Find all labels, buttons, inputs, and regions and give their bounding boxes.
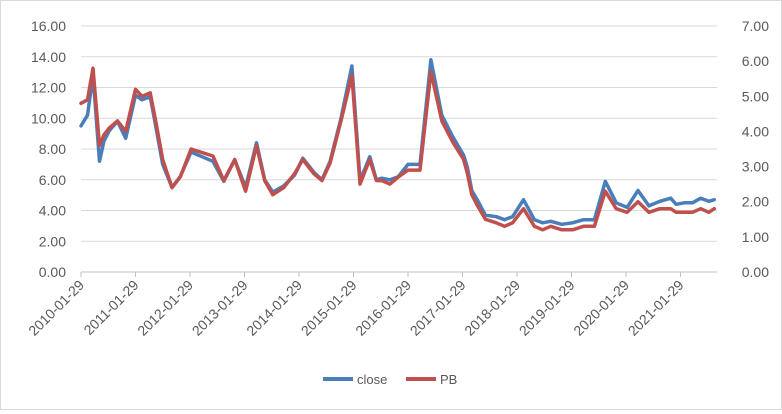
- y-right-tick-label: 6.00: [742, 53, 769, 69]
- y-axis-right-ticks: 0.00 1.00 2.00 3.00 4.00 5.00 6.00 7.00: [742, 18, 769, 280]
- y-left-tick-label: 16.00: [31, 18, 66, 34]
- y-right-tick-label: 1.00: [742, 229, 769, 245]
- y-right-tick-label: 0.00: [742, 264, 769, 280]
- x-tick-label: 2020-01-29: [570, 277, 632, 339]
- y-right-tick-label: 7.00: [742, 18, 769, 34]
- y-left-tick-label: 12.00: [31, 80, 66, 96]
- series-line-close: [79, 58, 717, 227]
- x-tick-label: 2011-01-29: [80, 277, 141, 338]
- x-tick-label: 2018-01-29: [461, 277, 523, 339]
- axes: [80, 271, 717, 277]
- series-line-pb: [79, 66, 717, 232]
- y-left-tick-label: 6.00: [39, 172, 66, 188]
- y-left-tick-label: 4.00: [39, 203, 66, 219]
- x-tick-label: 2019-01-29: [516, 277, 578, 339]
- y-left-tick-label: 2.00: [39, 233, 66, 249]
- x-tick-label: 2015-01-29: [298, 277, 360, 339]
- y-left-tick-label: 0.00: [39, 264, 66, 280]
- y-right-tick-label: 2.00: [742, 194, 769, 210]
- x-tick-label: 2021-01-29: [625, 277, 687, 339]
- x-tick-label: 2014-01-29: [243, 277, 305, 339]
- y-axis-left-ticks: 0.00 2.00 4.00 6.00 8.00 10.00 12.00 14.00 16.00: [31, 18, 66, 280]
- y-left-tick-label: 10.00: [31, 110, 66, 126]
- y-right-tick-label: 5.00: [742, 88, 769, 104]
- y-left-tick-label: 8.00: [39, 141, 66, 157]
- x-tick-label: 2016-01-29: [352, 277, 414, 339]
- y-right-tick-label: 3.00: [742, 159, 769, 175]
- x-axis-ticks: 2010-01-292011-01-292012-01-292013-01-29…: [25, 277, 687, 339]
- x-tick-label: 2010-01-29: [25, 277, 87, 339]
- x-tick-label: 2013-01-29: [189, 277, 251, 339]
- x-tick-label: 2012-01-29: [134, 277, 196, 339]
- gridlines: [81, 25, 717, 273]
- series-lines: [79, 58, 717, 232]
- legend: close PB: [323, 372, 457, 387]
- y-right-tick-label: 4.00: [742, 123, 769, 139]
- legend-label-pb: PB: [440, 372, 457, 387]
- legend-label-close: close: [357, 372, 387, 387]
- y-left-tick-label: 14.00: [31, 49, 66, 65]
- x-tick-label: 2017-01-29: [407, 277, 469, 339]
